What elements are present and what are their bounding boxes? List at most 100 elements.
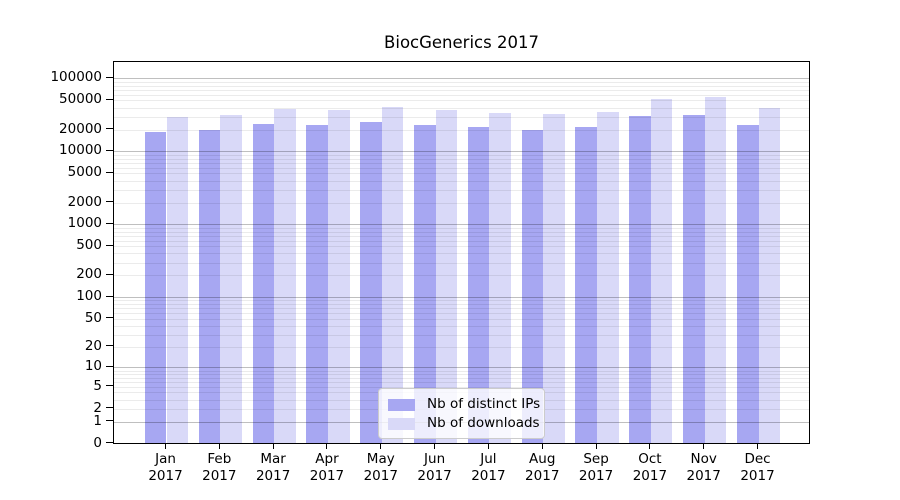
y-tick — [106, 171, 113, 173]
gridline-minor — [114, 370, 809, 372]
gridline-minor — [114, 346, 809, 348]
x-tick-label: Mar 2017 — [255, 451, 291, 484]
bar-downloads — [758, 107, 781, 443]
legend-label: Nb of distinct IPs — [427, 396, 541, 412]
gridline-minor — [114, 189, 809, 191]
gridline-minor — [114, 235, 809, 237]
y-tick-label: 200 — [76, 266, 102, 283]
y-tick-label: 5 — [93, 377, 102, 394]
y-tick-label: 1 — [93, 412, 102, 429]
y-tick-label: 50000 — [59, 91, 102, 108]
bar-downloads — [381, 106, 404, 443]
bar-distinct-ips — [521, 130, 544, 443]
gridline-minor — [114, 246, 809, 248]
y-tick-label: 20000 — [59, 120, 102, 137]
x-tick — [165, 444, 166, 449]
legend-swatch — [388, 398, 415, 411]
x-tick — [757, 444, 759, 449]
y-tick — [106, 76, 113, 78]
y-tick — [106, 201, 113, 202]
gridline-minor — [114, 308, 809, 310]
y-tick-label: 100 — [76, 288, 102, 305]
gridline-minor — [114, 167, 809, 169]
bar-downloads — [220, 114, 242, 443]
x-tick — [434, 444, 436, 449]
x-tick — [703, 444, 705, 449]
gridline-minor — [114, 129, 809, 131]
y-tick — [106, 273, 113, 275]
x-tick-label: Jun 2017 — [417, 451, 452, 484]
y-tick — [106, 442, 113, 443]
x-tick-label: Apr 2017 — [309, 451, 345, 484]
gridline-minor — [114, 334, 809, 336]
gridline-minor — [114, 81, 809, 83]
bar-distinct-ips — [683, 115, 705, 443]
gridline-minor — [114, 318, 809, 320]
gridline-minor — [114, 154, 809, 156]
x-tick — [380, 444, 382, 449]
bar-distinct-ips — [144, 132, 167, 443]
gridline-major — [114, 224, 809, 226]
bar-distinct-ips — [252, 123, 275, 443]
bar-distinct-ips — [306, 125, 328, 443]
gridline-minor — [114, 180, 809, 182]
y-tick-label: 50 — [84, 309, 102, 326]
y-tick-label: 20 — [84, 337, 102, 354]
y-tick-label: 10 — [84, 358, 102, 375]
x-tick — [595, 444, 597, 449]
bar-distinct-ips — [414, 125, 436, 443]
gridline-minor — [114, 313, 809, 315]
x-tick-label: Aug 2017 — [525, 451, 560, 484]
gridline-minor — [114, 304, 809, 306]
bar-downloads — [435, 109, 458, 443]
y-tick — [106, 345, 113, 347]
y-tick — [106, 149, 113, 151]
gridline-major — [114, 367, 809, 369]
bar-downloads — [274, 108, 296, 443]
y-tick — [106, 385, 113, 387]
gridline-major — [114, 151, 809, 153]
gridline-minor — [114, 325, 809, 327]
x-tick-label: Nov 2017 — [686, 451, 721, 484]
gridline-minor — [114, 173, 809, 175]
bar-distinct-ips — [198, 130, 221, 443]
x-tick — [649, 444, 651, 449]
legend-swatch — [388, 417, 415, 430]
gridline-minor — [114, 373, 809, 375]
x-tick-label: Jan 2017 — [148, 451, 183, 484]
y-tick — [106, 128, 113, 130]
gridline-minor — [114, 231, 809, 233]
gridline-minor — [114, 275, 809, 277]
x-tick-label: Dec 2017 — [740, 451, 775, 484]
y-tick — [106, 317, 113, 319]
x-tick — [272, 444, 274, 449]
gridline-minor — [114, 240, 809, 242]
y-tick — [106, 295, 113, 297]
y-tick-label: 10000 — [59, 142, 102, 159]
y-tick — [106, 222, 113, 224]
y-tick-label: 500 — [76, 237, 102, 254]
gridline-minor — [114, 253, 809, 255]
bar-distinct-ips — [467, 127, 490, 443]
x-tick-label: Oct 2017 — [632, 451, 668, 484]
x-tick — [487, 444, 489, 449]
bar-distinct-ips — [575, 126, 598, 443]
x-tick-label: Feb 2017 — [202, 451, 237, 484]
x-tick — [326, 444, 328, 449]
gridline-minor — [114, 227, 809, 229]
y-tick — [106, 244, 113, 246]
bar-downloads — [650, 98, 673, 443]
bar-downloads — [597, 111, 619, 443]
gridline-minor — [114, 381, 809, 383]
x-tick — [541, 444, 543, 449]
y-tick — [106, 420, 113, 422]
gridline-minor — [114, 386, 809, 388]
y-tick-label: 5000 — [67, 164, 102, 181]
x-tick-label: Sep 2017 — [578, 451, 614, 484]
bar-downloads — [543, 113, 565, 443]
x-tick — [218, 444, 220, 449]
gridline-major — [114, 297, 809, 299]
y-tick-label: 2 — [93, 399, 102, 416]
gridline-major — [114, 78, 809, 80]
bar-downloads — [489, 112, 511, 443]
